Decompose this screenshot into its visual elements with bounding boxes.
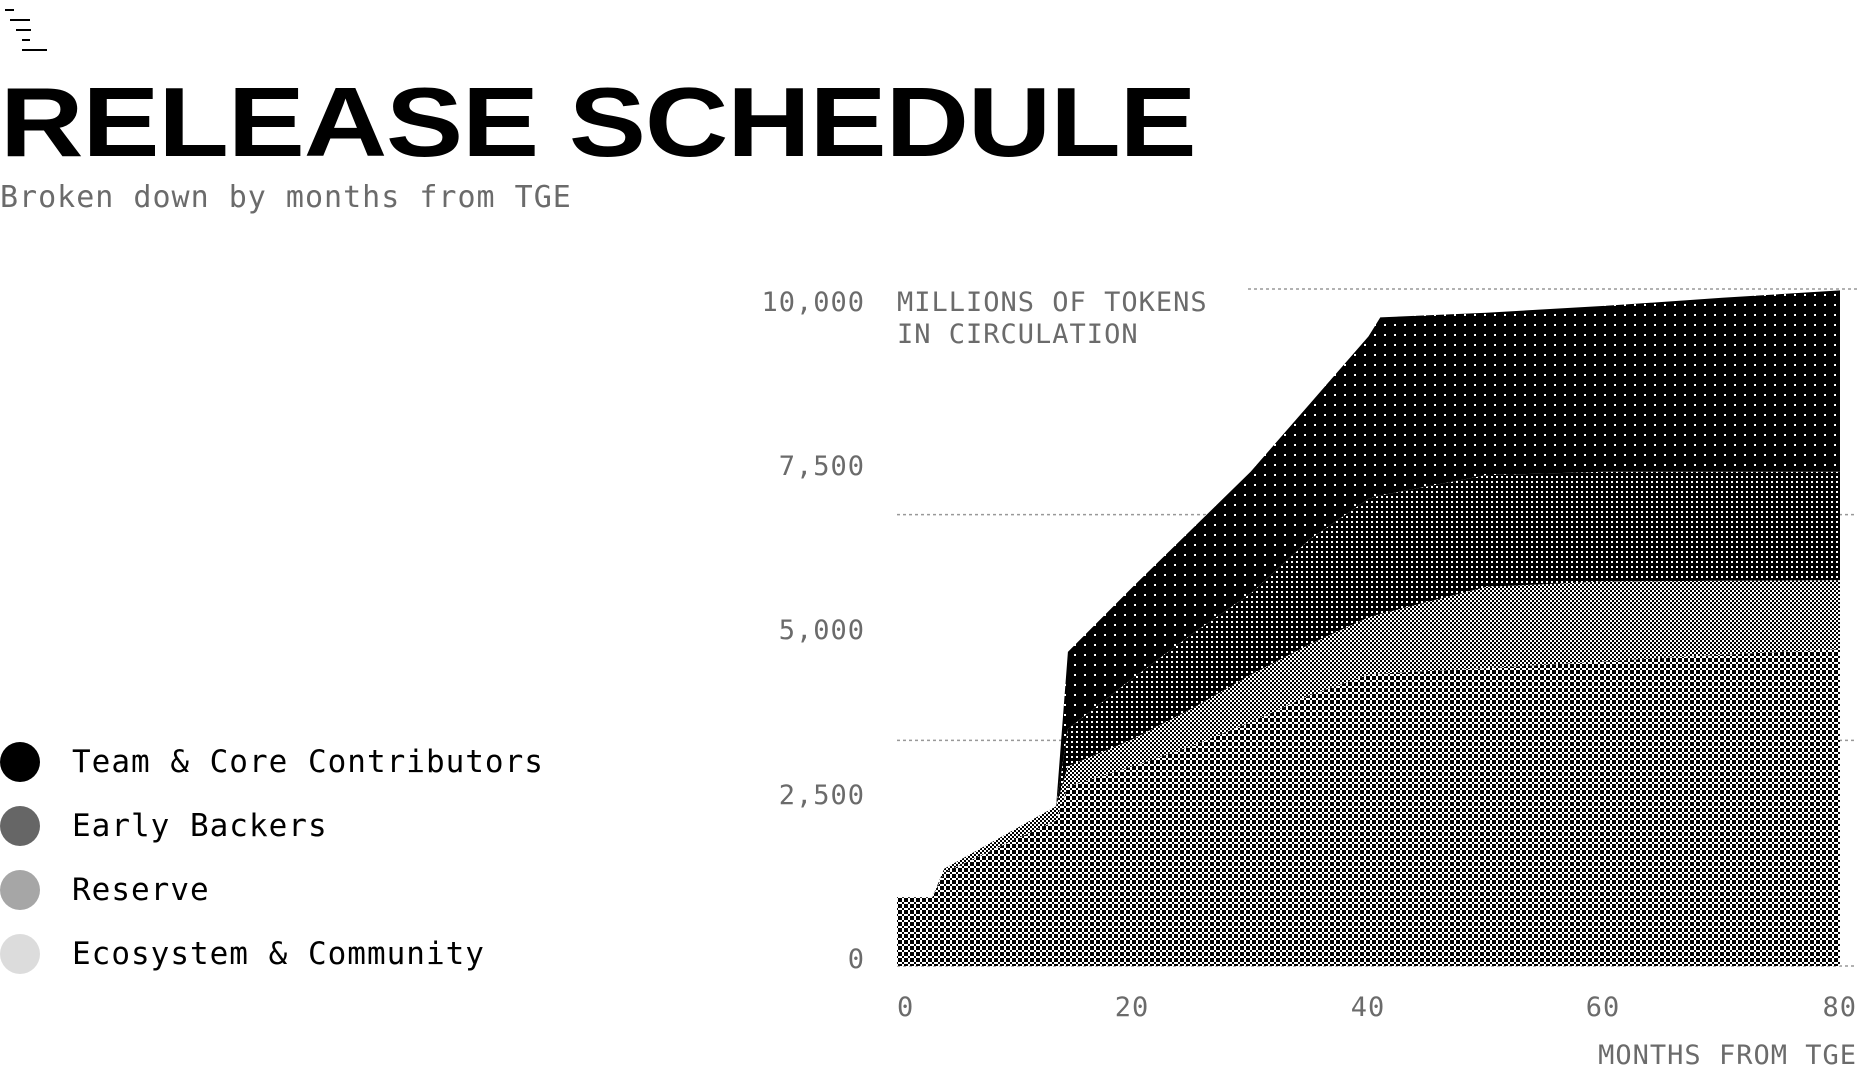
legend-label: Team & Core Contributors	[72, 744, 544, 780]
staircase-menu-icon[interactable]	[0, 0, 60, 60]
page-subtitle: Broken down by months from TGE	[0, 180, 572, 215]
x-tick-label: 20	[1115, 992, 1150, 1023]
legend-item-reserve: Reserve	[0, 858, 544, 922]
x-tick-label: 60	[1586, 992, 1621, 1023]
y-tick-label: 5,000	[779, 615, 865, 646]
legend-swatch	[0, 742, 40, 782]
x-axis-title: MONTHS FROM TGE	[1598, 1040, 1857, 1065]
y-axis-title-line-1: MILLIONS OF TOKENS	[897, 287, 1208, 318]
legend-item-early-backers: Early Backers	[0, 794, 544, 858]
y-axis-title-line-2: IN CIRCULATION	[897, 319, 1139, 350]
legend-item-ecosystem: Ecosystem & Community	[0, 922, 544, 986]
x-tick-label: 0	[897, 992, 914, 1023]
y-tick-label: 10,000	[761, 287, 865, 318]
page-title: RELEASE SCHEDULE	[0, 67, 1197, 177]
legend-swatch	[0, 806, 40, 846]
area-early-backers	[897, 471, 1840, 898]
area-team-core-contributors	[897, 290, 1840, 898]
x-tick-label: 80	[1822, 992, 1857, 1023]
legend-swatch	[0, 934, 40, 974]
legend-label: Reserve	[72, 872, 210, 908]
legend-item-team: Team & Core Contributors	[0, 730, 544, 794]
legend-swatch	[0, 870, 40, 910]
area-layers	[897, 290, 1840, 966]
area-ecosystem-community	[897, 649, 1840, 966]
chart-legend: Team & Core Contributors Early Backers R…	[0, 730, 544, 986]
y-tick-label: 0	[848, 944, 865, 975]
x-axis: 0 20 40 60 80	[897, 992, 1857, 1023]
y-tick-label: 7,500	[779, 451, 865, 482]
x-tick-label: 40	[1351, 992, 1386, 1023]
y-tick-label: 2,500	[779, 780, 865, 811]
y-axis: 10,000 7,500 5,000 2,500 0	[761, 287, 865, 975]
legend-label: Early Backers	[72, 808, 328, 844]
legend-label: Ecosystem & Community	[72, 936, 485, 972]
area-reserve	[897, 580, 1840, 898]
